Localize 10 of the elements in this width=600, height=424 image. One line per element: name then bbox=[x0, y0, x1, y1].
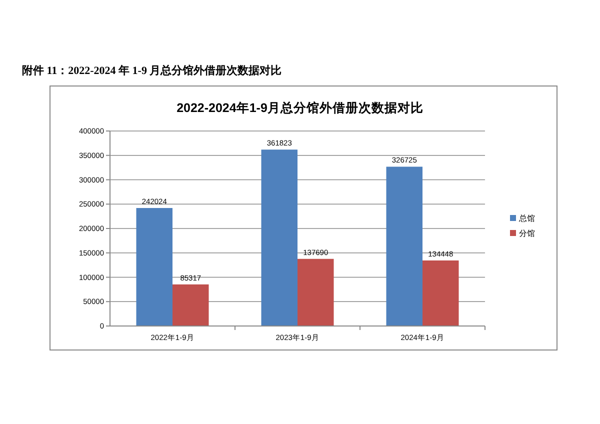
bar bbox=[261, 150, 298, 326]
bar bbox=[386, 166, 422, 326]
bar bbox=[136, 208, 172, 326]
bar bbox=[298, 258, 334, 326]
chart-title: 2022-2024年1-9月总分馆外借册次数据对比 bbox=[176, 100, 424, 115]
legend-label: 分馆 bbox=[519, 229, 535, 238]
text: 附件 11：2022-2024 年 1-9 月总分馆外借册次数据对比 bbox=[22, 64, 282, 77]
bar bbox=[422, 260, 459, 326]
bar bbox=[172, 284, 209, 326]
legend-label: 总馆 bbox=[518, 214, 535, 223]
